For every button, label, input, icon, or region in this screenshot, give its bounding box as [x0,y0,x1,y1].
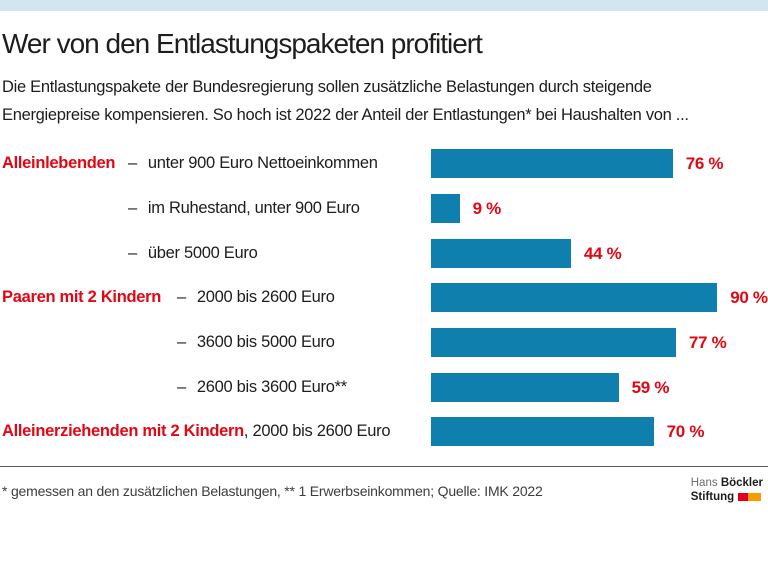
value-label: 44 % [583,243,622,263]
chart-row: Paaren mit 2 Kindern –2000 bis 2600 Euro… [0,283,768,312]
hans-boeckler-logo: Hans Böckler Stiftung [691,477,763,504]
chart-row: Alleinerziehenden mit 2 Kindern, 2000 bi… [0,417,768,446]
page-title: Wer von den Entlastungspaketen profitier… [2,28,483,59]
value-label: 9 % [472,198,502,218]
bar [431,149,673,178]
logo-stiftung: Stiftung [690,490,735,503]
value-label: 76 % [685,153,724,173]
bar-group: 90 % [431,283,768,312]
row-label-text: über 5000 Euro [147,244,258,262]
subtitle: Die Entlastungspakete der Bundesregierun… [2,74,689,129]
value-label: 90 % [730,287,768,307]
bar-group: 9 % [431,194,501,223]
logo-line-2: Stiftung [691,491,763,505]
bar [431,328,676,357]
chart-row: –3600 bis 5000 Euro 77 % [0,328,768,357]
dash: – [177,333,186,351]
dash: – [128,154,137,172]
bar-group: 77 % [431,328,727,357]
row-label-text: , 2000 bis 2600 Euro [243,422,391,440]
logo-orange-square-icon [748,493,762,502]
logo-red-square-icon [738,493,749,502]
group-label: Alleinlebenden [2,154,116,172]
row-label-text: im Ruhestand, unter 900 Euro [147,199,360,217]
bar-group: 76 % [431,149,724,178]
footer-divider [0,466,768,467]
chart-row: Alleinlebenden – unter 900 Euro Nettoeink… [0,149,768,178]
row-label-text: 2600 bis 3600 Euro** [196,378,347,396]
bar [431,194,460,223]
footnote: * gemessen an den zusätzlichen Belastung… [2,483,543,499]
value-label: 77 % [688,332,727,352]
row-label: – im Ruhestand, unter 900 Euro [128,194,360,223]
value-label: 59 % [631,377,670,397]
group-label: Alleinerziehenden mit 2 Kindern [2,422,244,440]
chart-row: –2600 bis 3600 Euro** 59 % [0,373,768,402]
row-label: –2600 bis 3600 Euro** [177,373,347,402]
row-label: – unter 900 Euro Nettoeinkommen [128,149,378,178]
subtitle-line-1: Die Entlastungspakete der Bundesregierun… [2,78,652,96]
logo-name-bold: Böckler [720,477,763,489]
row-label-text: 2000 bis 2600 Euro [196,288,335,306]
group-label: Paaren mit 2 Kindern [2,288,162,306]
row-label: – über 5000 Euro [128,239,258,268]
row-label-text: 3600 bis 5000 Euro [196,333,335,351]
bar [431,417,654,446]
bar-group: 70 % [431,417,704,446]
dash: – [177,378,186,396]
row-label: –2000 bis 2600 Euro [177,283,335,312]
bar-group: 59 % [431,373,669,402]
logo-name-regular: Hans [690,477,718,489]
row-label: –3600 bis 5000 Euro [177,328,335,357]
top-accent-strip [0,0,768,11]
row-label: Alleinerziehenden mit 2 Kindern, 2000 bi… [2,417,391,446]
logo-line-1: Hans Böckler [691,477,763,491]
value-label: 70 % [666,421,705,441]
bar [431,239,571,268]
bar [431,283,718,312]
bar-group: 44 % [431,239,622,268]
dash: – [177,288,186,306]
chart-row: – im Ruhestand, unter 900 Euro 9 % [0,194,768,223]
dash: – [128,199,137,217]
row-label-text: unter 900 Euro Nettoeinkommen [147,154,378,172]
dash: – [128,244,137,262]
bar [431,373,619,402]
subtitle-line-2: Energiepreise kompensieren. So hoch ist … [2,105,689,124]
chart-row: – über 5000 Euro 44 % [0,239,768,268]
